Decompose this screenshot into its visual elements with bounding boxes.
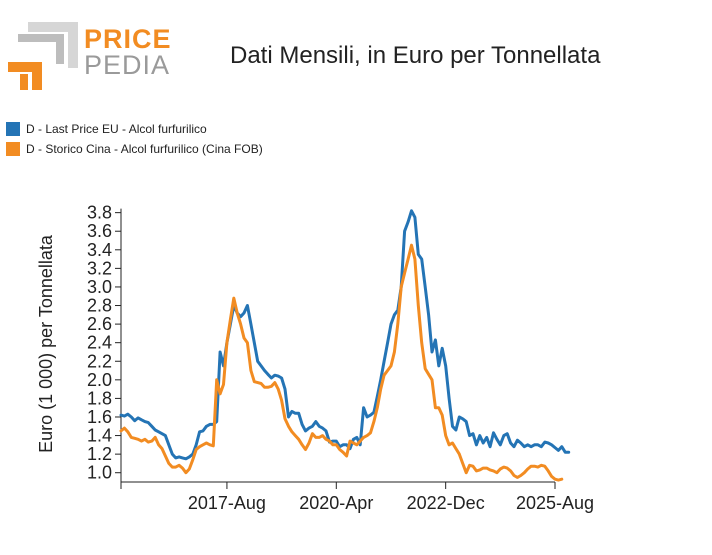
y-tick-label: 1.0 [87, 463, 112, 483]
y-tick-label: 2.6 [87, 314, 112, 334]
y-tick-label: 2.4 [87, 333, 112, 353]
y-tick-label: 2.2 [87, 351, 112, 371]
logo-word-pedia: PEDIA [84, 50, 171, 80]
y-tick-label: 2.8 [87, 296, 112, 316]
y-tick-label: 1.4 [87, 426, 112, 446]
x-axis: 2017-Aug 2020-Apr 2022-Dec 2025-Aug [120, 481, 594, 513]
x-tick-label: 2017-Aug [188, 493, 266, 513]
legend-swatch-eu [6, 122, 20, 136]
x-tick-label: 2022-Dec [407, 493, 485, 513]
y-axis-title: Euro (1 000) per Tonnellata [36, 234, 56, 453]
legend-item-china: D - Storico Cina - Alcol furfurilico (Ci… [6, 139, 263, 159]
x-tick-label: 2025-Aug [516, 493, 594, 513]
series-layer [119, 209, 571, 482]
logo-mark [8, 22, 78, 90]
y-tick-label: 3.6 [87, 221, 112, 241]
legend-swatch-china [6, 142, 20, 156]
y-tick-label: 1.6 [87, 407, 112, 427]
y-tick-label: 3.8 [87, 203, 112, 223]
y-axis: 1.01.21.41.61.82.02.22.42.62.83.03.23.43… [87, 203, 122, 483]
x-tick-label: 2020-Apr [299, 493, 373, 513]
y-tick-label: 3.2 [87, 258, 112, 278]
series-line-china [119, 243, 564, 482]
y-tick-label: 3.4 [87, 240, 112, 260]
y-tick-label: 2.0 [87, 370, 112, 390]
logo-word-price: PRICE [84, 24, 172, 54]
pricepedia-logo: PRICE PEDIA [6, 22, 171, 92]
chart-title: Dati Mensili, in Euro per Tonnellata [230, 42, 601, 69]
legend: D - Last Price EU - Alcol furfurilico D … [6, 119, 263, 159]
legend-label-eu: D - Last Price EU - Alcol furfurilico [26, 122, 207, 136]
y-tick-label: 1.2 [87, 444, 112, 464]
y-tick-label: 1.8 [87, 388, 112, 408]
y-tick-label: 3.0 [87, 277, 112, 297]
series-line-eu [119, 209, 571, 461]
legend-label-china: D - Storico Cina - Alcol furfurilico (Ci… [26, 142, 263, 156]
legend-item-eu: D - Last Price EU - Alcol furfurilico [6, 119, 263, 139]
